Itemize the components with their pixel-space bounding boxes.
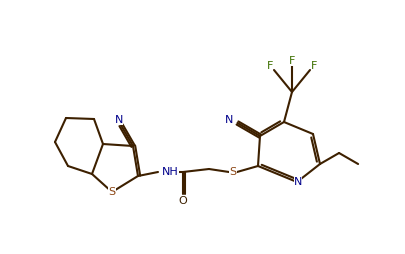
Text: N: N bbox=[224, 115, 233, 125]
Text: F: F bbox=[266, 61, 273, 71]
Text: S: S bbox=[229, 167, 236, 177]
Text: S: S bbox=[108, 187, 115, 197]
Text: N: N bbox=[293, 177, 301, 187]
Text: F: F bbox=[288, 56, 294, 66]
Text: NH: NH bbox=[162, 167, 178, 177]
Text: F: F bbox=[310, 61, 316, 71]
Text: O: O bbox=[178, 196, 187, 206]
Text: N: N bbox=[115, 115, 123, 125]
